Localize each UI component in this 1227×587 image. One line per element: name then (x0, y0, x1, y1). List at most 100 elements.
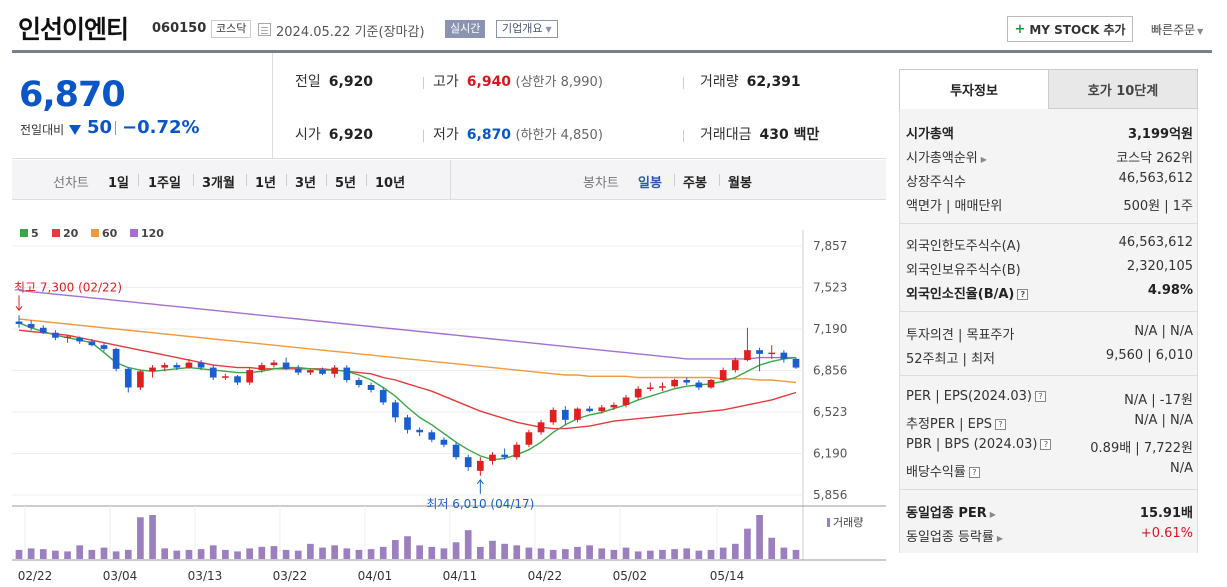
candle-body (161, 365, 169, 368)
price-stats-panel: 전일 6,920 고가 6,940 (상한가 8,990) 거래량 62,391 시가… (272, 53, 886, 159)
chart-background (12, 200, 886, 587)
moving-average-ma5 (18, 322, 797, 461)
volume-bar (39, 549, 47, 559)
volume-bar (270, 546, 278, 559)
volume-bar (416, 545, 423, 559)
candle-body (112, 348, 120, 369)
tab-orderbook-10[interactable]: 호가 10단계 (1048, 69, 1198, 109)
period-3y[interactable]: 3년 (295, 176, 317, 191)
row-sector-change: 동일업종 등락률 ▶ +0.61% (906, 526, 1193, 545)
period-1d[interactable]: 1일 (108, 176, 130, 191)
help-icon[interactable]: ? (1034, 391, 1046, 402)
period-1y[interactable]: 1년 (255, 176, 277, 191)
period-1w[interactable]: 1주일 (148, 176, 181, 191)
x-tick-label: 05/02 (613, 569, 648, 583)
row-foreign-limit: 외국인한도주식수(A) 46,563,612 (906, 235, 1193, 254)
period-10y[interactable]: 10년 (375, 176, 406, 191)
volume-bar (707, 549, 715, 559)
divider (286, 174, 287, 186)
y-tick-label: 6,856 (813, 364, 847, 378)
candle-monthly[interactable]: 월봉 (728, 176, 752, 191)
volume-bar (294, 550, 302, 559)
stock-chart[interactable]: 7,857 7,523 7,190 6,856 6,523 6,190 5,856 02/22… (12, 200, 886, 587)
divider (900, 489, 1197, 490)
candle-body (622, 397, 630, 405)
period-5y[interactable]: 5년 (335, 176, 357, 191)
candle-body (744, 350, 751, 361)
volume-bar (501, 543, 508, 559)
chart-period-bar: 선차트 1일 1주일 3개월 1년 3년 5년 10년 봉차트 일봉 주봉 월봉 (12, 160, 886, 200)
candle-daily[interactable]: 일봉 (638, 176, 662, 191)
add-mystock-button[interactable]: + MY STOCK 추가 (1007, 16, 1133, 42)
candle-body (282, 362, 290, 369)
candle-body (124, 368, 132, 388)
candle-body (379, 389, 387, 403)
chevron-right-icon[interactable]: ▶ (989, 510, 996, 519)
divider (900, 375, 1197, 376)
period-3m[interactable]: 3개월 (202, 176, 235, 191)
current-price-panel: 6,870 전일대비 50 −0.72% (12, 53, 272, 159)
divider (326, 174, 327, 186)
volume-bar (246, 548, 254, 559)
volume-legend-swatch (827, 518, 830, 527)
volume-bar (307, 543, 314, 559)
volume-bar (719, 547, 727, 559)
y-tick-label: 7,857 (813, 239, 847, 253)
divider (423, 77, 424, 89)
volume-bar (513, 545, 521, 559)
volume-bar (671, 549, 678, 559)
x-tick-label: 03/22 (273, 569, 308, 583)
help-icon[interactable]: ? (1017, 289, 1029, 300)
company-overview-dropdown[interactable]: 기업개요 ▼ (496, 20, 558, 38)
row-est-per: 추정PER | EPS? N/A | N/A (906, 413, 1193, 432)
help-icon[interactable]: ? (994, 419, 1006, 430)
volume-bar (404, 536, 411, 559)
divider (423, 130, 424, 142)
y-tick-label: 7,523 (813, 281, 847, 295)
high-annotation: 최고 7,300 (02/22) (14, 280, 122, 294)
volume-bar (610, 549, 618, 559)
candle-weekly[interactable]: 주봉 (683, 176, 707, 191)
y-tick-label: 7,190 (813, 322, 847, 336)
volume-label: 거래량 (833, 516, 863, 529)
candle-body (246, 370, 254, 383)
row-market-cap: 시가총액 3,199억원 (906, 127, 1193, 142)
volume-bar (452, 542, 460, 559)
market-badge: 코스닥 (211, 20, 252, 38)
volume-bar (234, 551, 241, 559)
candle-body (477, 460, 484, 471)
header-divider (12, 50, 1212, 53)
x-tick-label: 03/13 (188, 569, 223, 583)
legend-swatch-60 (91, 229, 99, 237)
candle-body (707, 380, 715, 388)
candle-body (307, 370, 314, 373)
candle-body (731, 360, 739, 371)
volume-bar (379, 546, 387, 559)
volume-bar (440, 548, 448, 559)
candle-body (331, 367, 338, 374)
help-icon[interactable]: ? (1040, 439, 1052, 450)
current-price: 6,870 (19, 75, 126, 115)
chevron-right-icon[interactable]: ▶ (996, 534, 1004, 543)
volume-bar (52, 550, 59, 559)
candle-body (671, 380, 678, 387)
stat-prev-close: 전일 6,920 (295, 74, 374, 90)
volume-bar (780, 547, 788, 559)
realtime-badge[interactable]: 실시간 (445, 20, 486, 38)
divider (450, 160, 451, 200)
volume-bar (27, 548, 35, 559)
chevron-right-icon[interactable]: ▶ (980, 155, 987, 164)
candle-body (525, 432, 533, 445)
legend-label-20: 20 (63, 227, 79, 240)
help-icon[interactable]: ? (968, 467, 980, 478)
tab-investment-info[interactable]: 투자정보 (899, 69, 1049, 109)
volume-bar (319, 547, 326, 559)
row-par: 액면가 | 매매단위 500원 | 1주 (906, 199, 1193, 214)
candle-body (549, 409, 557, 423)
y-tick-label: 6,523 (813, 405, 847, 419)
volume-bar (112, 551, 120, 559)
volume-bar (161, 548, 169, 559)
quick-order-dropdown[interactable]: 빠른주문 ▼ (1151, 23, 1204, 37)
row-week52: 52주최고 | 최저 9,560 | 6,010 (906, 348, 1193, 367)
calendar-icon (258, 23, 271, 36)
